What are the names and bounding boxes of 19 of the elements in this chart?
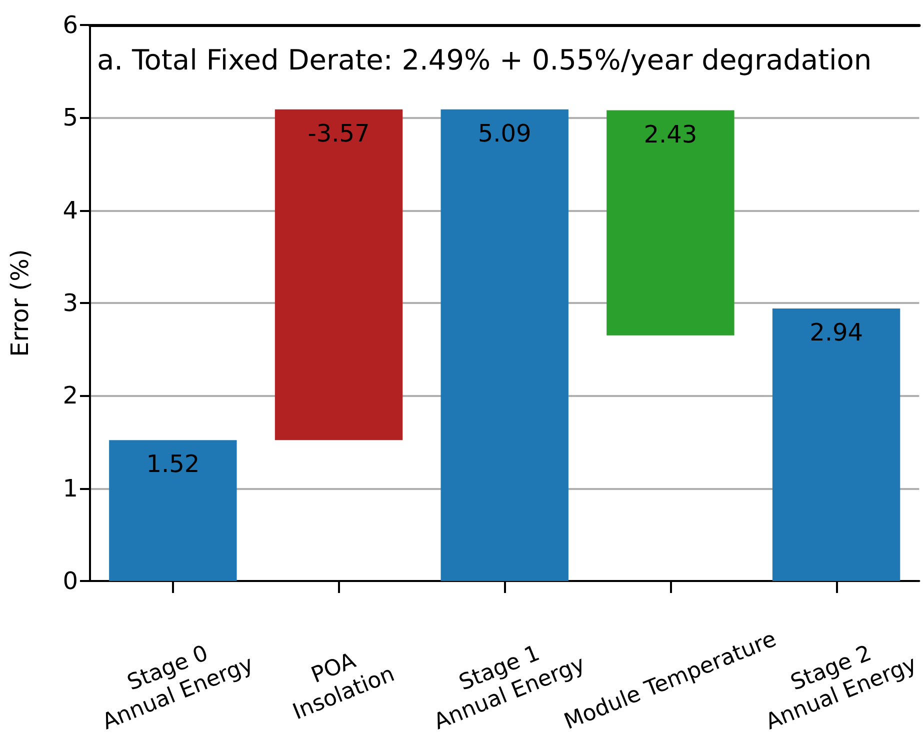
- y-tick-label: 5: [62, 104, 78, 132]
- data-label: 2.43: [644, 120, 698, 148]
- y-tick-label: 2: [62, 382, 78, 410]
- y-axis-title: Error (%): [6, 249, 34, 357]
- bar: [440, 109, 568, 581]
- bar: [606, 110, 734, 336]
- bar: [109, 440, 237, 581]
- text: a. Total Fixed Derate: 2.49% + 0.55%/year degradation: [97, 44, 872, 76]
- y-tick-label: 6: [62, 11, 78, 39]
- data-label: 2.94: [810, 318, 863, 347]
- y-tick-label: 3: [62, 289, 78, 317]
- bar: [274, 109, 403, 440]
- data-label: 5.09: [478, 119, 532, 148]
- bar: [772, 308, 900, 581]
- data-label: -3.57: [308, 119, 370, 148]
- data-label: 1.52: [146, 450, 200, 478]
- y-tick-label: 4: [62, 196, 78, 224]
- y-tick-label: 1: [62, 474, 78, 502]
- y-tick-label: 0: [62, 567, 78, 595]
